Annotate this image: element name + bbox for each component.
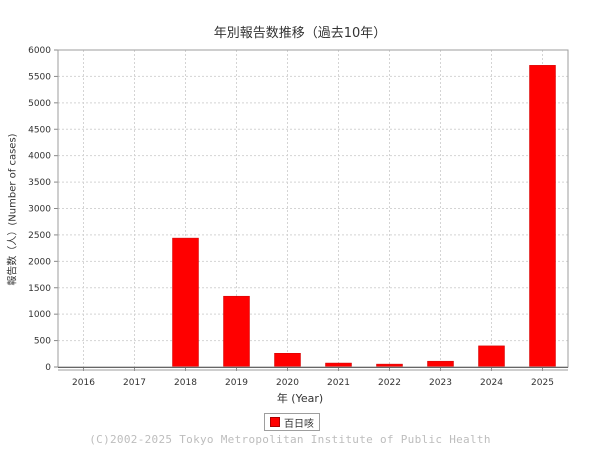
chart-title: 年別報告数推移（過去10年） — [213, 26, 387, 41]
y-tick-label: 3500 — [28, 178, 51, 188]
bar — [325, 362, 352, 368]
legend-label: 百日咳 — [284, 418, 314, 430]
bar — [427, 360, 454, 368]
legend: 百日咳 — [264, 413, 320, 431]
y-tick-label: 2000 — [28, 257, 51, 267]
y-tick-label: 500 — [34, 337, 51, 347]
legend-swatch — [270, 417, 280, 427]
y-tick-label: 5000 — [28, 99, 51, 109]
copyright-text: (C)2002-2025 Tokyo Metropolitan Institut… — [89, 433, 491, 446]
y-tick-label: 2500 — [28, 231, 51, 241]
x-tick-label: 2025 — [531, 378, 554, 388]
bar — [529, 65, 556, 368]
y-tick-label: 6000 — [28, 46, 51, 56]
x-tick-label: 2022 — [378, 378, 401, 388]
x-tick-label: 2017 — [123, 378, 146, 388]
y-tick-label: 4000 — [28, 152, 51, 162]
y-tick-label: 3000 — [28, 205, 51, 215]
x-axis-label: 年 (Year) — [276, 392, 324, 405]
y-tick-label: 0 — [45, 363, 51, 373]
x-tick-label: 2021 — [327, 378, 350, 388]
x-tick-label: 2019 — [225, 378, 248, 388]
y-tick-label: 4500 — [28, 125, 51, 135]
x-tick-label: 2024 — [480, 378, 503, 388]
bar — [274, 353, 301, 368]
bar — [223, 295, 250, 368]
x-tick-label: 2018 — [174, 378, 197, 388]
y-tick-label: 1500 — [28, 284, 51, 294]
x-tick-label: 2020 — [276, 378, 299, 388]
bar — [478, 345, 505, 368]
x-tick-label: 2023 — [429, 378, 452, 388]
bar — [172, 237, 199, 368]
x-tick-label: 2016 — [72, 378, 95, 388]
y-tick-label: 5500 — [28, 72, 51, 82]
y-tick-label: 1000 — [28, 310, 51, 320]
